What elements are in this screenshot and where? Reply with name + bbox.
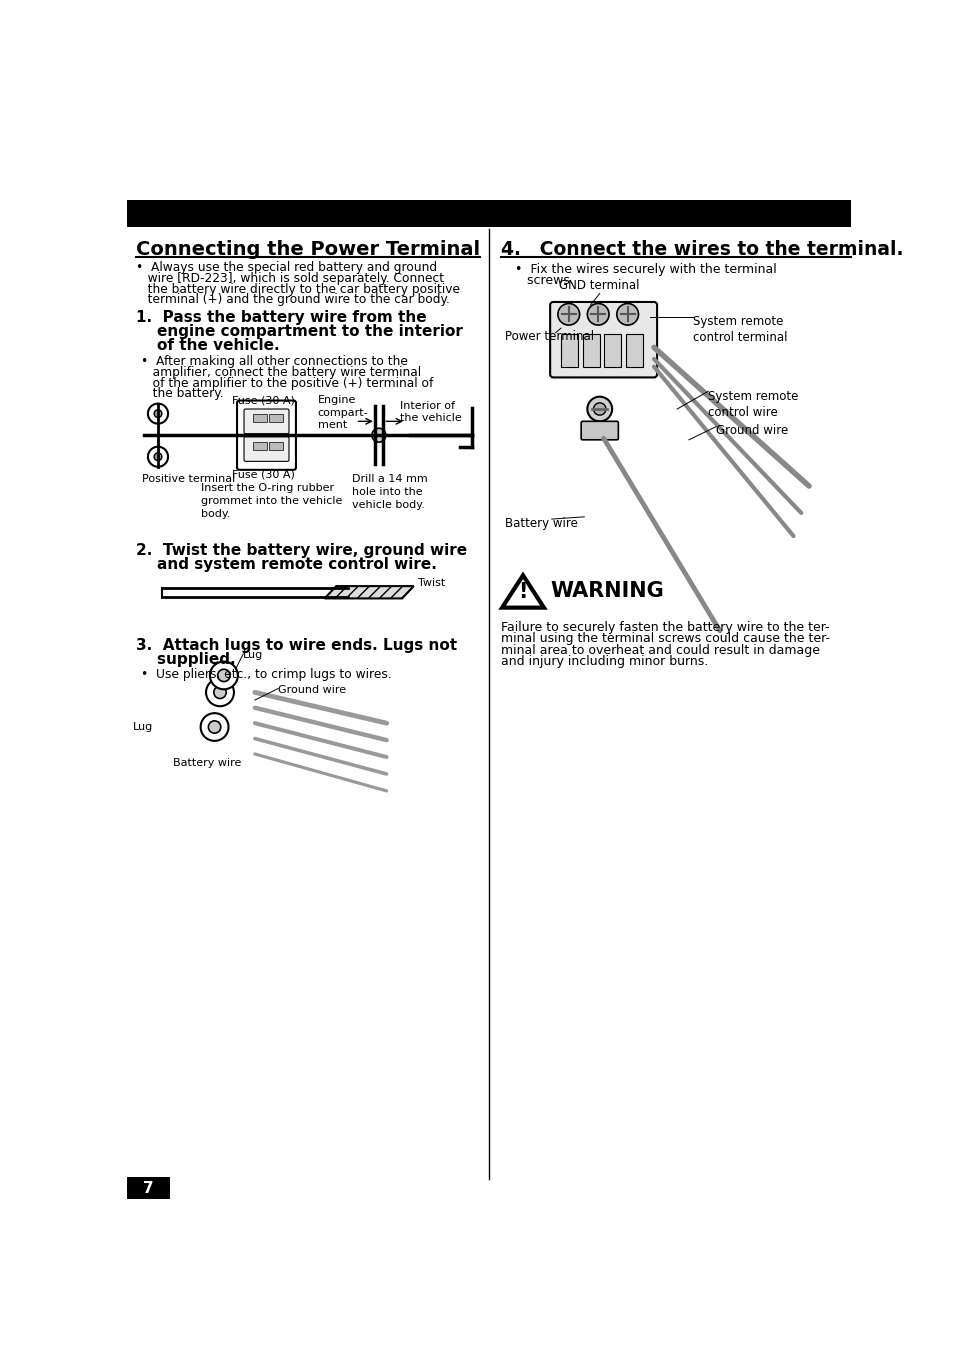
Circle shape	[587, 397, 612, 421]
Text: Fuse (30 A): Fuse (30 A)	[232, 470, 294, 480]
Text: and injury including minor burns.: and injury including minor burns.	[500, 656, 708, 668]
Text: !: !	[517, 581, 527, 602]
Text: the battery.: the battery.	[141, 388, 223, 401]
Bar	[127, 199, 850, 228]
Text: Lug: Lug	[132, 722, 152, 732]
Text: Connecting the Power Terminal: Connecting the Power Terminal	[136, 240, 480, 259]
Text: screws.: screws.	[515, 274, 574, 287]
Circle shape	[208, 721, 220, 733]
Text: Battery wire: Battery wire	[505, 516, 578, 530]
Text: supplied.: supplied.	[136, 652, 235, 667]
Circle shape	[587, 304, 608, 325]
Circle shape	[206, 679, 233, 706]
Text: •  Always use the special red battery and ground: • Always use the special red battery and…	[136, 262, 437, 274]
Text: Engine
compart-
ment: Engine compart- ment	[317, 396, 368, 430]
Text: System remote
control terminal: System remote control terminal	[692, 316, 786, 344]
Text: •  Use pliers, etc., to crimp lugs to wires.: • Use pliers, etc., to crimp lugs to wir…	[141, 668, 392, 682]
FancyBboxPatch shape	[580, 421, 618, 440]
Text: WARNING: WARNING	[550, 581, 663, 602]
Text: Twist: Twist	[417, 579, 444, 588]
Text: engine compartment to the interior: engine compartment to the interior	[136, 324, 463, 339]
Circle shape	[558, 304, 579, 325]
Bar	[560, 335, 578, 367]
Text: Failure to securely fasten the battery wire to the ter-: Failure to securely fasten the battery w…	[500, 621, 829, 634]
Text: and system remote control wire.: and system remote control wire.	[136, 557, 436, 572]
Text: Ground wire: Ground wire	[278, 684, 346, 695]
Circle shape	[210, 661, 237, 690]
FancyBboxPatch shape	[244, 409, 289, 434]
Text: 2.  Twist the battery wire, ground wire: 2. Twist the battery wire, ground wire	[136, 543, 467, 558]
Polygon shape	[324, 587, 414, 599]
Bar	[269, 415, 282, 423]
Circle shape	[593, 402, 605, 415]
Circle shape	[217, 669, 230, 682]
FancyBboxPatch shape	[244, 436, 289, 461]
Text: of the amplifier to the positive (+) terminal of: of the amplifier to the positive (+) ter…	[141, 377, 433, 390]
Text: Battery wire: Battery wire	[173, 757, 242, 768]
Circle shape	[154, 453, 162, 461]
Text: 7: 7	[142, 1180, 153, 1195]
Circle shape	[148, 447, 168, 466]
Text: Connecting the Unit: Connecting the Unit	[136, 202, 389, 225]
Text: minal using the terminal screws could cause the ter-: minal using the terminal screws could ca…	[500, 633, 829, 645]
Text: •  Fix the wires securely with the terminal: • Fix the wires securely with the termin…	[515, 263, 776, 275]
Circle shape	[148, 404, 168, 424]
Bar	[253, 442, 267, 450]
Bar	[604, 335, 620, 367]
Text: 1.  Pass the battery wire from the: 1. Pass the battery wire from the	[136, 310, 427, 325]
Text: Lug: Lug	[243, 650, 263, 660]
Bar	[269, 442, 282, 450]
Text: amplifier, connect the battery wire terminal: amplifier, connect the battery wire term…	[141, 366, 420, 379]
Polygon shape	[501, 576, 543, 607]
Text: minal area to overheat and could result in damage: minal area to overheat and could result …	[500, 644, 820, 657]
Text: of the vehicle.: of the vehicle.	[136, 339, 279, 354]
Text: Drill a 14 mm
hole into the
vehicle body.: Drill a 14 mm hole into the vehicle body…	[352, 474, 427, 509]
Bar	[582, 335, 599, 367]
Text: 3.  Attach lugs to wire ends. Lugs not: 3. Attach lugs to wire ends. Lugs not	[136, 638, 456, 653]
Text: the battery wire directly to the car battery positive: the battery wire directly to the car bat…	[136, 283, 459, 295]
Text: wire [RD-223], which is sold separately. Connect: wire [RD-223], which is sold separately.…	[136, 272, 444, 285]
Circle shape	[372, 428, 385, 442]
Bar	[253, 415, 267, 423]
Text: Power terminal: Power terminal	[505, 331, 594, 343]
Text: Fuse (30 A): Fuse (30 A)	[232, 396, 294, 405]
Text: GND terminal: GND terminal	[558, 279, 639, 291]
Text: Ground wire: Ground wire	[716, 424, 787, 438]
Text: Insert the O-ring rubber
grommet into the vehicle
body.: Insert the O-ring rubber grommet into th…	[200, 482, 341, 519]
Circle shape	[213, 686, 226, 699]
Text: System remote
control wire: System remote control wire	[707, 390, 798, 419]
Circle shape	[617, 304, 638, 325]
Text: •  After making all other connections to the: • After making all other connections to …	[141, 355, 407, 369]
FancyBboxPatch shape	[550, 302, 657, 378]
Bar	[127, 1177, 170, 1199]
Text: Interior of
the vehicle: Interior of the vehicle	[399, 401, 461, 423]
Text: terminal (+) and the ground wire to the car body.: terminal (+) and the ground wire to the …	[136, 294, 450, 306]
Text: 4.  Connect the wires to the terminal.: 4. Connect the wires to the terminal.	[500, 240, 902, 259]
FancyBboxPatch shape	[236, 401, 295, 470]
Circle shape	[200, 713, 229, 741]
Circle shape	[154, 409, 162, 417]
Bar	[625, 335, 642, 367]
Text: Positive terminal: Positive terminal	[142, 474, 235, 484]
